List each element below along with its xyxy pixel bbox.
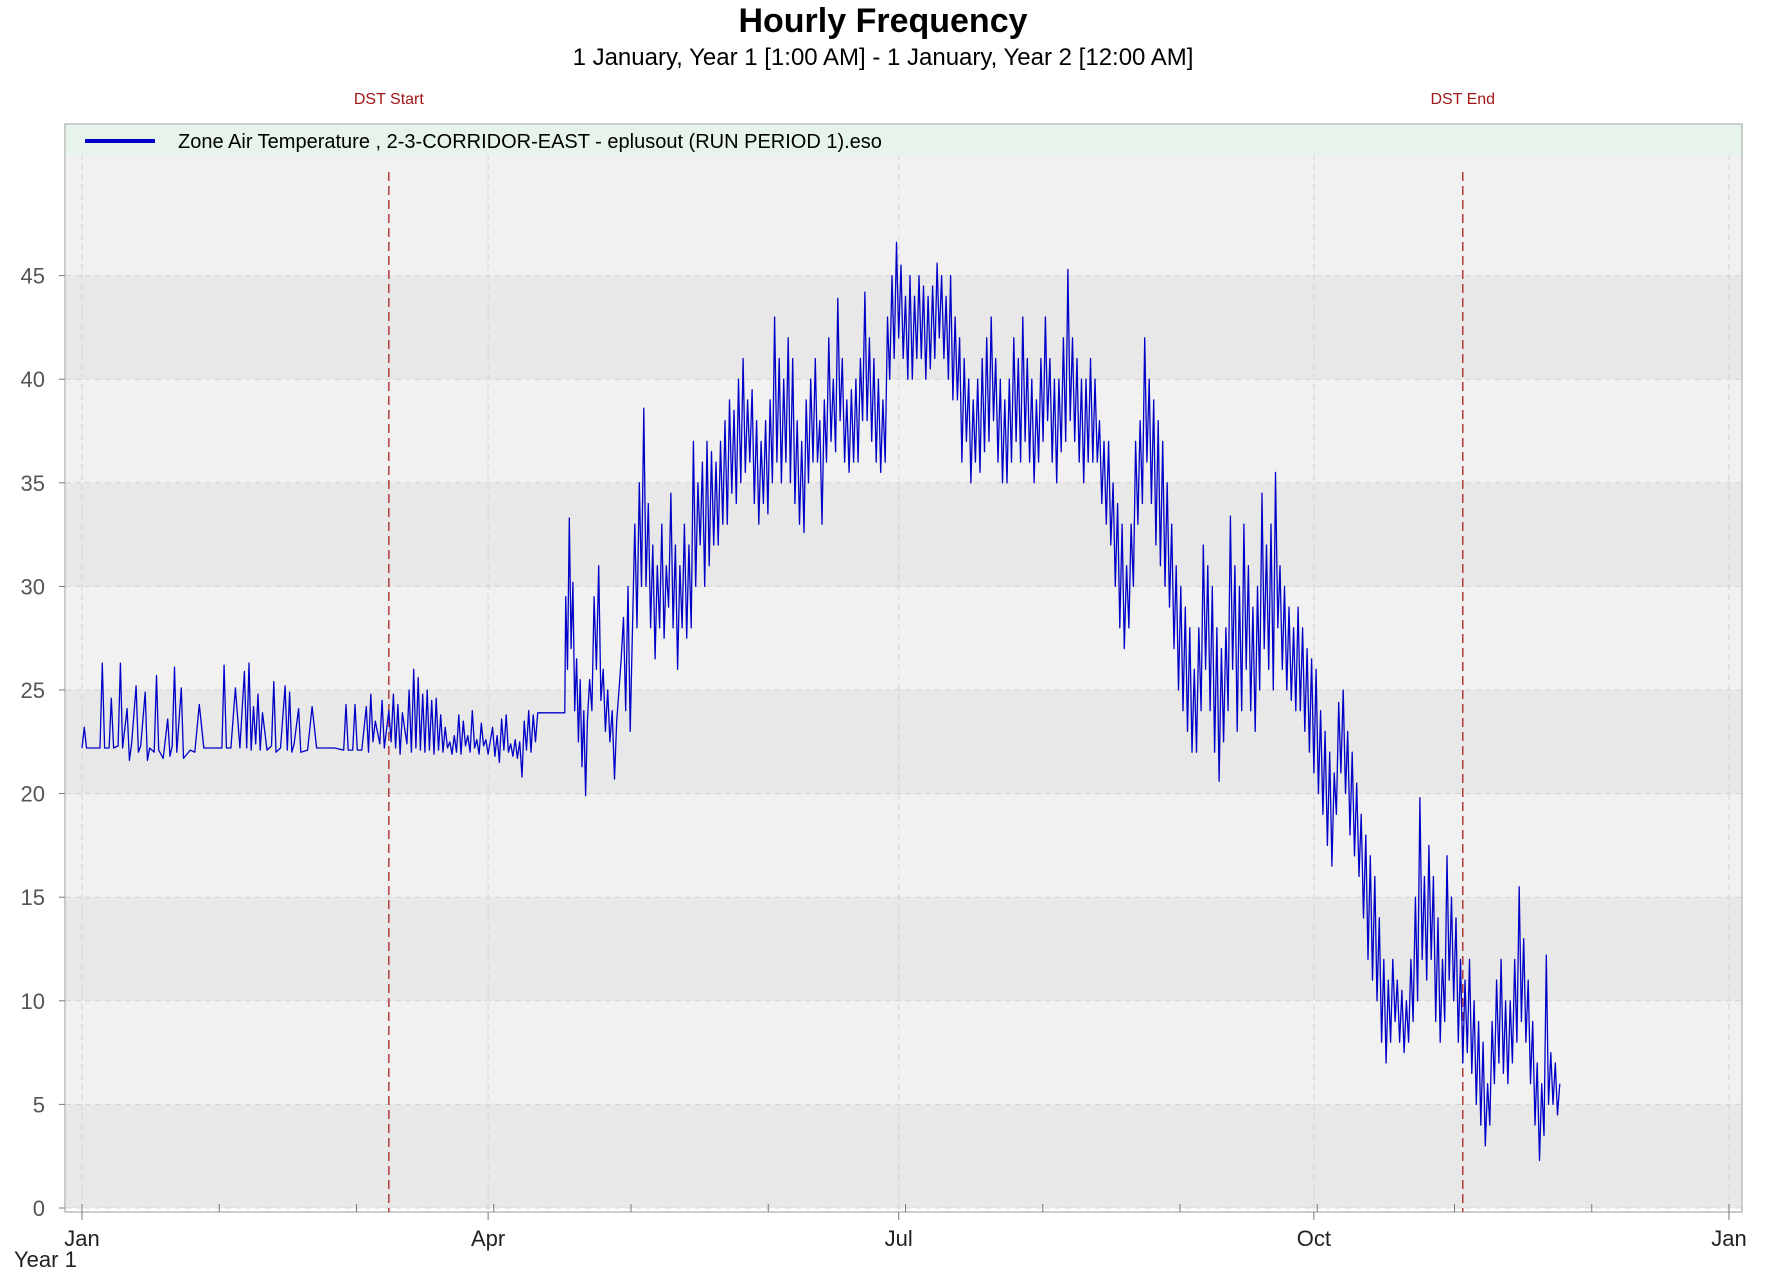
band [66,1000,1741,1105]
legend-background [66,125,1741,155]
y-tick-label: 40 [21,367,45,392]
legend: Zone Air Temperature , 2-3-CORRIDOR-EAST… [66,125,1741,155]
dst-marker-label: DST End [1430,91,1495,108]
y-tick-label: 10 [21,989,45,1014]
y-tick-label: 0 [33,1196,45,1221]
x-axis: Jan Apr Jul Oct Jan [64,1204,1747,1251]
dst-labels: DST Start DST End [354,91,1495,108]
y-tick-label: 25 [21,678,45,703]
x-tick-label: Jan [1711,1226,1746,1251]
band [66,172,1741,276]
chart-subtitle: 1 January, Year 1 [1:00 AM] - 1 January,… [573,44,1194,71]
band [66,793,1741,898]
series-line [81,241,1561,1161]
band [66,690,1741,794]
band [66,897,1741,1001]
band [66,1104,1741,1208]
y-tick-label: 35 [21,471,45,496]
x-tick-label: Apr [471,1226,505,1251]
y-tick-label: 20 [21,782,45,807]
dst-marker-label: DST Start [354,91,425,108]
gridlines [65,124,1742,1212]
series-layer [81,241,1561,1161]
plot-area: Zone Air Temperature , 2-3-CORRIDOR-EAST… [64,123,1743,1213]
band [66,275,1741,380]
legend-label: Zone Air Temperature , 2-3-CORRIDOR-EAST… [178,131,882,153]
x-tick-label: Oct [1297,1226,1331,1251]
x-year-label: Year 1 [14,1247,77,1271]
gridline-bands [66,125,1741,1208]
x-tick-label: Jan [64,1226,99,1251]
y-tick-label: 15 [21,885,45,910]
band [66,586,1741,690]
y-tick-label: 30 [21,574,45,599]
y-tick-label: 45 [21,264,45,289]
band [66,379,1741,483]
dst-markers [388,172,1464,1212]
y-tick-label: 5 [33,1092,45,1117]
chart-title: Hourly Frequency [738,2,1027,40]
x-tick-label: Jul [885,1226,913,1251]
y-axis: 0 5 10 15 20 25 30 35 40 45 [21,264,65,1221]
band [66,482,1741,587]
